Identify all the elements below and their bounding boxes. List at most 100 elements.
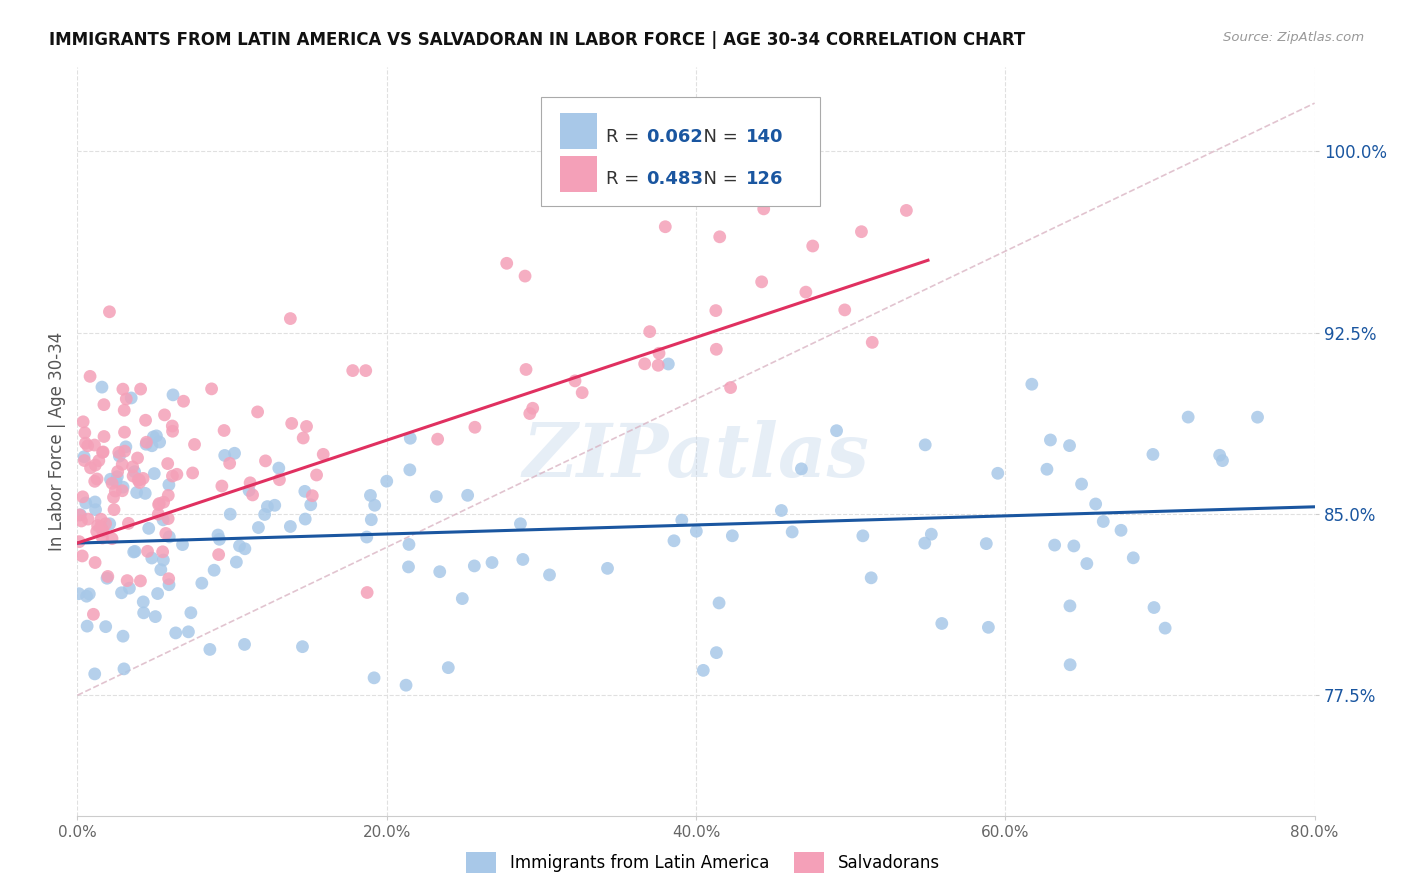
- Point: [177, 624, 200, 639]
- Point: [157, 478, 180, 492]
- Point: [120, 391, 142, 405]
- Point: [79, 369, 101, 384]
- Point: [648, 346, 671, 360]
- Point: [114, 425, 136, 440]
- Point: [356, 585, 378, 599]
- Point: [75, 436, 97, 450]
- Point: [202, 563, 225, 577]
- Point: [429, 565, 451, 579]
- Point: [125, 485, 148, 500]
- Point: [162, 388, 184, 402]
- Point: [1177, 410, 1199, 425]
- Point: [75, 496, 97, 510]
- Point: [76, 439, 98, 453]
- Point: [110, 586, 132, 600]
- Point: [152, 553, 174, 567]
- Point: [152, 545, 174, 559]
- Point: [118, 581, 141, 595]
- Point: [100, 472, 122, 486]
- Point: [790, 462, 813, 476]
- Point: [1063, 539, 1085, 553]
- Text: R =: R =: [606, 170, 644, 188]
- Point: [780, 524, 803, 539]
- Point: [301, 489, 323, 503]
- Point: [834, 302, 856, 317]
- Point: [198, 642, 221, 657]
- Point: [704, 343, 727, 357]
- Point: [181, 466, 204, 480]
- Point: [1059, 657, 1081, 672]
- Point: [86, 524, 108, 539]
- Point: [692, 664, 714, 678]
- Point: [70, 514, 93, 528]
- Point: [852, 529, 875, 543]
- Text: 126: 126: [745, 170, 783, 188]
- Point: [122, 545, 145, 559]
- Y-axis label: In Labor Force | Age 30-34: In Labor Force | Age 30-34: [48, 332, 66, 551]
- Point: [974, 536, 997, 550]
- Point: [263, 498, 285, 512]
- Point: [709, 229, 731, 244]
- Point: [135, 435, 157, 450]
- Point: [312, 447, 335, 461]
- Point: [294, 484, 316, 499]
- Point: [509, 516, 531, 531]
- Point: [225, 555, 247, 569]
- Point: [153, 408, 176, 422]
- Point: [124, 465, 146, 479]
- Text: IMMIGRANTS FROM LATIN AMERICA VS SALVADORAN IN LABOR FORCE | AGE 30-34 CORRELATI: IMMIGRANTS FROM LATIN AMERICA VS SALVADO…: [49, 31, 1025, 49]
- Point: [76, 589, 98, 603]
- Point: [931, 616, 953, 631]
- Point: [464, 420, 486, 434]
- Point: [157, 511, 180, 525]
- Point: [463, 558, 485, 573]
- Point: [851, 225, 873, 239]
- Point: [129, 382, 152, 396]
- Point: [1154, 621, 1177, 635]
- Point: [127, 473, 149, 487]
- Point: [360, 513, 382, 527]
- Point: [91, 380, 114, 394]
- Point: [706, 646, 728, 660]
- Point: [122, 469, 145, 483]
- Point: [143, 609, 166, 624]
- Point: [84, 502, 107, 516]
- Point: [254, 454, 277, 468]
- Point: [280, 311, 302, 326]
- Point: [364, 498, 387, 512]
- Point: [451, 591, 474, 606]
- Text: 140: 140: [745, 128, 783, 145]
- Point: [70, 549, 93, 563]
- Point: [156, 457, 179, 471]
- Point: [246, 405, 269, 419]
- Point: [191, 576, 214, 591]
- Point: [90, 522, 112, 536]
- Point: [752, 202, 775, 216]
- Point: [108, 449, 131, 463]
- Point: [124, 544, 146, 558]
- Point: [172, 538, 194, 552]
- Point: [634, 357, 657, 371]
- Point: [654, 219, 676, 234]
- Point: [93, 429, 115, 443]
- Point: [87, 453, 110, 467]
- Point: [495, 256, 517, 270]
- Point: [115, 574, 138, 588]
- Point: [253, 508, 276, 522]
- Point: [67, 587, 90, 601]
- Point: [132, 606, 155, 620]
- Point: [135, 437, 157, 451]
- Point: [69, 508, 91, 522]
- Point: [112, 403, 135, 417]
- Point: [162, 424, 184, 438]
- Point: [751, 275, 773, 289]
- Point: [84, 556, 107, 570]
- Point: [83, 666, 105, 681]
- Point: [146, 586, 169, 600]
- Point: [512, 552, 534, 566]
- Point: [457, 488, 479, 502]
- Point: [233, 637, 256, 651]
- Point: [180, 606, 202, 620]
- Point: [398, 560, 420, 574]
- Point: [111, 458, 134, 472]
